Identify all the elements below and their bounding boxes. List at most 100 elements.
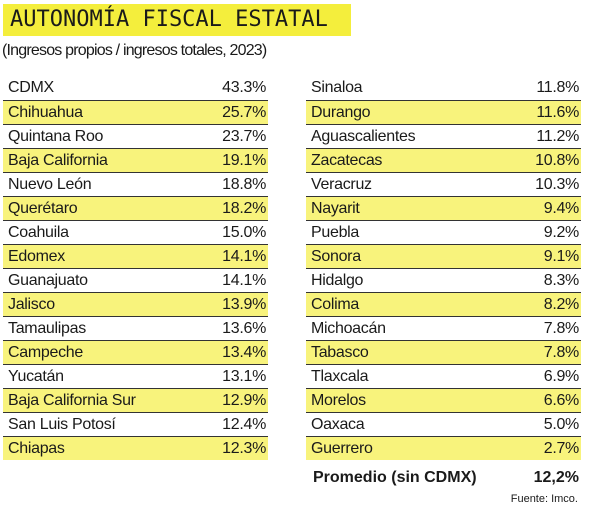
table-row: Nuevo León 18.8% — [3, 172, 268, 196]
table-row: Tamaulipas 13.6% — [3, 316, 268, 340]
state-value: 2.7% — [543, 439, 580, 457]
table-row: Durango 11.6% — [306, 100, 581, 124]
state-name: Colima — [311, 295, 359, 313]
source-note: Fuente: Imco. — [510, 493, 578, 505]
table-row: Tlaxcala 6.9% — [306, 364, 581, 388]
state-value: 25.7% — [222, 103, 266, 121]
state-name: Yucatán — [8, 367, 64, 385]
table-row: Sinaloa 11.8% — [306, 76, 581, 100]
state-value: 11.8% — [536, 79, 579, 96]
state-name: Tamaulipas — [8, 319, 86, 337]
state-value: 12.9% — [222, 391, 266, 409]
state-name: Nuevo León — [8, 175, 92, 193]
state-name: Zacatecas — [311, 151, 383, 169]
state-name: Tabasco — [311, 343, 369, 361]
state-value: 9.1% — [543, 247, 580, 265]
state-name: San Luis Potosí — [8, 415, 116, 433]
table-row: Chiapas 12.3% — [3, 436, 268, 460]
state-value: 43.3% — [222, 79, 266, 96]
table-row: Oaxaca 5.0% — [306, 412, 581, 436]
state-name: Sinaloa — [311, 79, 363, 96]
state-name: CDMX — [8, 79, 54, 96]
state-value: 14.1% — [222, 271, 266, 289]
average-label: Promedio (sin CDMX) — [313, 469, 477, 486]
state-value: 13.6% — [222, 319, 266, 337]
state-value: 14.1% — [222, 247, 266, 265]
table-row: CDMX 43.3% — [3, 76, 268, 100]
state-value: 18.8% — [222, 175, 266, 193]
state-value: 10.3% — [535, 175, 579, 193]
state-value: 7.8% — [543, 343, 580, 361]
table-row: Querétaro 18.2% — [3, 196, 268, 220]
state-value: 18.2% — [222, 199, 266, 217]
table-row: Jalisco 13.9% — [3, 292, 268, 316]
table-right-column: Sinaloa 11.8% Durango 11.6% Aguascalientes 11… — [306, 76, 581, 460]
table-row: Aguascalientes 11.2% — [306, 124, 581, 148]
state-name: Michoacán — [311, 319, 386, 337]
state-value: 5.0% — [543, 415, 580, 433]
state-name: Veracruz — [311, 175, 372, 193]
table-row: Tabasco 7.8% — [306, 340, 581, 364]
table-row: Zacatecas 10.8% — [306, 148, 581, 172]
state-value: 7.8% — [543, 319, 580, 337]
table-row: Yucatán 13.1% — [3, 364, 268, 388]
table-row: Nayarit 9.4% — [306, 196, 581, 220]
state-name: Querétaro — [8, 199, 78, 217]
state-value: 11.2% — [536, 127, 579, 145]
state-value: 6.6% — [543, 391, 580, 409]
state-value: 6.9% — [543, 367, 580, 385]
state-value: 8.3% — [543, 271, 580, 289]
table-row: Quintana Roo 23.7% — [3, 124, 268, 148]
state-name: Sonora — [311, 247, 361, 265]
state-name: Guanajuato — [8, 271, 88, 289]
state-value: 13.9% — [222, 295, 266, 313]
state-name: Hidalgo — [311, 271, 364, 289]
table-row: Sonora 9.1% — [306, 244, 581, 268]
state-name: Edomex — [8, 247, 65, 265]
state-name: Campeche — [8, 343, 83, 361]
table-left-column: CDMX 43.3% Chihuahua 25.7% Quintana Roo 23.7%… — [3, 76, 268, 460]
state-value: 8.2% — [543, 295, 580, 313]
state-value: 12.3% — [222, 439, 266, 457]
state-value: 13.4% — [222, 343, 266, 361]
state-name: Puebla — [311, 223, 360, 241]
table-row: Baja California 19.1% — [3, 148, 268, 172]
table-row: Guanajuato 14.1% — [3, 268, 268, 292]
state-name: Coahuila — [8, 223, 69, 241]
table-row: Coahuila 15.0% — [3, 220, 268, 244]
table-row: Chihuahua 25.7% — [3, 100, 268, 124]
table-row: San Luis Potosí 12.4% — [3, 412, 268, 436]
chart-title: AUTONOMÍA FISCAL ESTATAL — [3, 4, 351, 36]
state-name: Guerrero — [311, 439, 373, 457]
state-name: Baja California Sur — [8, 391, 136, 409]
state-value: 12.4% — [222, 415, 266, 433]
state-value: 9.4% — [543, 199, 580, 217]
state-value: 13.1% — [222, 367, 266, 385]
average-row: Promedio (sin CDMX) 12,2% — [313, 468, 579, 488]
state-value: 9.2% — [543, 223, 580, 241]
state-name: Aguascalientes — [311, 127, 416, 145]
table-row: Campeche 13.4% — [3, 340, 268, 364]
state-value: 19.1% — [222, 151, 266, 169]
state-name: Tlaxcala — [311, 367, 369, 385]
state-name: Chiapas — [8, 439, 65, 457]
table-row: Hidalgo 8.3% — [306, 268, 581, 292]
state-value: 15.0% — [222, 223, 266, 241]
average-value: 12,2% — [533, 469, 579, 486]
table-row: Baja California Sur 12.9% — [3, 388, 268, 412]
state-name: Nayarit — [311, 199, 360, 217]
state-name: Chihuahua — [8, 103, 83, 121]
state-name: Jalisco — [8, 295, 55, 313]
state-name: Oaxaca — [311, 415, 365, 433]
chart-subtitle: (Ingresos propios / ingresos totales, 20… — [2, 42, 267, 59]
state-value: 23.7% — [222, 127, 266, 145]
state-value: 11.6% — [536, 103, 579, 121]
table-row: Edomex 14.1% — [3, 244, 268, 268]
state-name: Baja California — [8, 151, 108, 169]
state-name: Durango — [311, 103, 371, 121]
table-row: Puebla 9.2% — [306, 220, 581, 244]
table-row: Michoacán 7.8% — [306, 316, 581, 340]
state-name: Quintana Roo — [8, 127, 104, 145]
state-name: Morelos — [311, 391, 366, 409]
table-row: Veracruz 10.3% — [306, 172, 581, 196]
